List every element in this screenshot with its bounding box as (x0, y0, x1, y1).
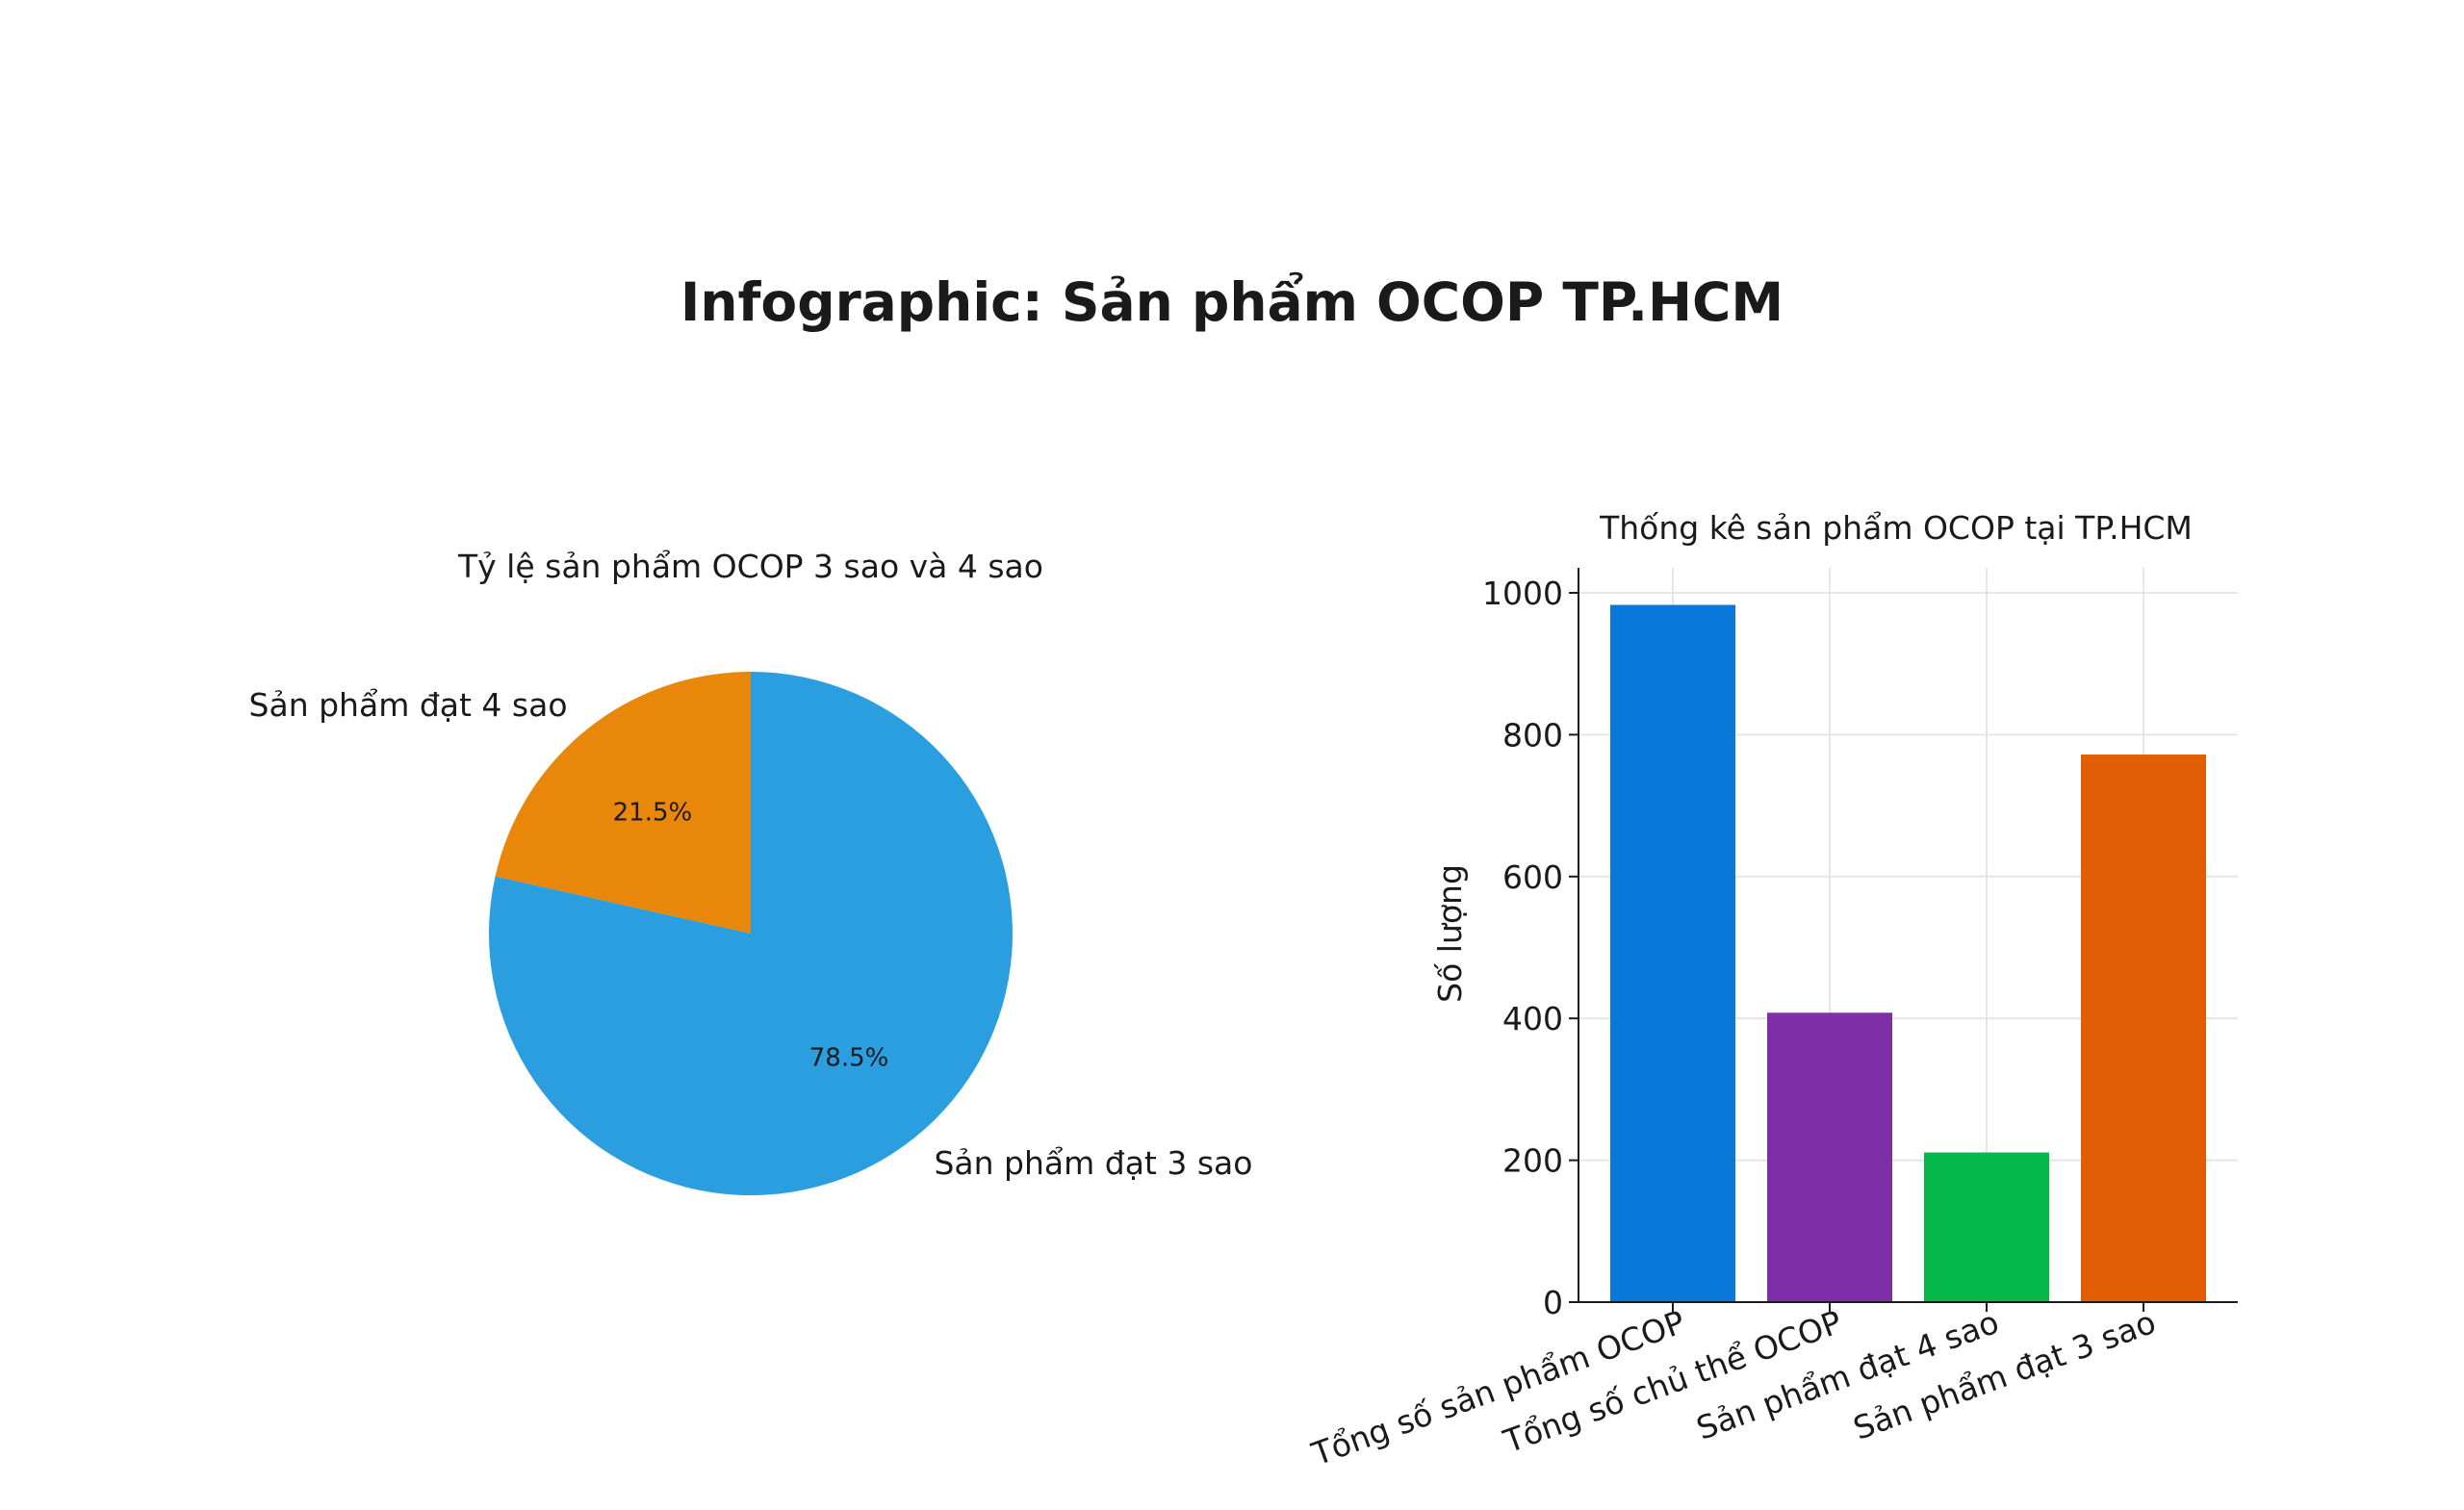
page-title: Infographic: Sản phẩm OCOP TP.HCM (680, 271, 1784, 333)
y-tick-label: 200 (1502, 1142, 1563, 1180)
y-tick-label: 400 (1502, 1000, 1563, 1037)
bar-chart: Thống kê sản phẩm OCOP tại TP.HCM Số lượ… (1306, 509, 2238, 1473)
pie-slice (495, 672, 751, 934)
bar (1610, 604, 1735, 1302)
pie-chart-title: Tỷ lệ sản phẩm OCOP 3 sao và 4 sao (457, 548, 1043, 585)
y-tick-label: 0 (1543, 1284, 1563, 1321)
pie-percent-label: 21.5% (613, 799, 693, 828)
bar (2081, 755, 2206, 1302)
pie-slice-label: Sản phẩm đạt 3 sao (934, 1144, 1252, 1182)
pie-slice (489, 672, 1013, 1195)
bar (1767, 1012, 1892, 1302)
y-tick-label: 600 (1502, 858, 1563, 896)
bar-chart-title: Thống kê sản phẩm OCOP tại TP.HCM (1599, 509, 2193, 547)
y-axis-label: Số lượng (1431, 864, 1469, 1003)
pie-chart: Tỷ lệ sản phẩm OCOP 3 sao và 4 sao 21.5%… (249, 548, 1252, 1195)
y-tick-label: 1000 (1482, 575, 1563, 612)
pie-slice-label: Sản phẩm đạt 4 sao (249, 686, 568, 724)
bar (1924, 1152, 2049, 1302)
pie-percent-label: 78.5% (809, 1043, 889, 1072)
y-tick-label: 800 (1502, 716, 1563, 754)
